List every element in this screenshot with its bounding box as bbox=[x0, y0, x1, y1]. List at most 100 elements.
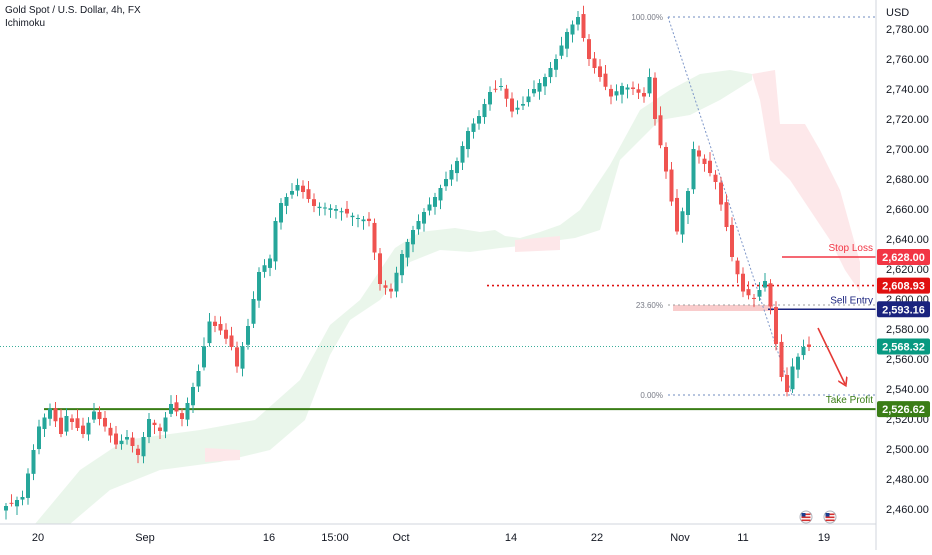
x-tick-label: Sep bbox=[135, 532, 155, 544]
candle bbox=[323, 202, 327, 216]
candle bbox=[75, 409, 80, 432]
candle bbox=[185, 397, 190, 427]
candle bbox=[213, 315, 217, 333]
candle bbox=[576, 11, 580, 31]
price-tag[interactable]: 2,568.32 bbox=[877, 338, 930, 355]
y-tick-label: 2,780.00 bbox=[886, 24, 929, 36]
svg-text:2,593.16: 2,593.16 bbox=[882, 304, 925, 316]
y-tick-label: 2,720.00 bbox=[886, 114, 929, 126]
candle bbox=[411, 225, 415, 253]
candle bbox=[251, 291, 256, 329]
y-tick-label: 2,680.00 bbox=[886, 174, 929, 186]
y-tick-label: 2,660.00 bbox=[886, 204, 929, 216]
candle bbox=[647, 68, 652, 97]
candle bbox=[537, 79, 542, 100]
candle bbox=[108, 422, 113, 443]
fib-level-label: 100.00% bbox=[631, 13, 663, 22]
us-flag-icon[interactable] bbox=[799, 510, 813, 524]
candle bbox=[26, 468, 30, 505]
candle bbox=[592, 52, 597, 74]
candle bbox=[345, 201, 349, 218]
currency-label[interactable]: USD bbox=[886, 7, 909, 19]
candle bbox=[70, 414, 74, 430]
x-tick-label: 14 bbox=[505, 532, 517, 544]
down-arrow-annotation[interactable] bbox=[817, 327, 845, 384]
indicator-label[interactable]: Ichimoku bbox=[5, 18, 46, 29]
candle bbox=[147, 413, 151, 444]
candle bbox=[488, 86, 492, 111]
x-tick-label: Nov bbox=[670, 532, 690, 544]
candle bbox=[752, 294, 756, 308]
candle bbox=[741, 267, 745, 298]
candle bbox=[757, 282, 762, 301]
candle bbox=[240, 341, 245, 377]
candle bbox=[152, 419, 157, 434]
candle bbox=[691, 141, 696, 194]
fib-level-label: 0.00% bbox=[640, 391, 663, 400]
candle bbox=[779, 334, 784, 382]
candle bbox=[438, 184, 443, 210]
candle bbox=[235, 341, 239, 373]
y-tick-label: 2,740.00 bbox=[886, 84, 929, 96]
svg-text:2,568.32: 2,568.32 bbox=[882, 342, 925, 354]
candle bbox=[394, 266, 399, 298]
price-tag[interactable]: 2,526.62 bbox=[877, 401, 930, 418]
candle bbox=[367, 212, 371, 227]
candle bbox=[262, 259, 267, 278]
candle bbox=[114, 425, 118, 449]
candle bbox=[301, 180, 305, 199]
candle bbox=[790, 358, 795, 394]
candle bbox=[229, 326, 234, 351]
candle bbox=[449, 164, 454, 186]
candle bbox=[713, 170, 718, 190]
candle bbox=[515, 100, 520, 115]
candle bbox=[136, 444, 140, 464]
y-tick-label: 2,560.00 bbox=[886, 354, 929, 366]
candle bbox=[686, 187, 690, 224]
candle bbox=[587, 34, 591, 66]
candle bbox=[103, 411, 107, 432]
candle bbox=[207, 312, 212, 347]
candle bbox=[427, 197, 432, 216]
cloud-band-segment bbox=[673, 305, 773, 311]
price-tag[interactable]: 2,608.93 bbox=[877, 277, 930, 294]
ichimoku-cloud-bearish bbox=[752, 70, 860, 292]
candle bbox=[180, 408, 184, 427]
candle bbox=[31, 444, 36, 481]
candle bbox=[796, 353, 800, 379]
candle bbox=[774, 301, 778, 351]
candle bbox=[763, 273, 767, 292]
y-tick-label: 2,500.00 bbox=[886, 444, 929, 456]
candle bbox=[664, 142, 668, 179]
candle bbox=[372, 218, 377, 261]
svg-text:2,628.00: 2,628.00 bbox=[882, 252, 925, 264]
chart-title: Gold Spot / U.S. Dollar, 4h, FX bbox=[5, 5, 141, 16]
candle bbox=[565, 28, 569, 58]
candle bbox=[224, 323, 228, 345]
candle bbox=[746, 281, 751, 300]
candle bbox=[86, 417, 91, 441]
candle bbox=[504, 84, 509, 107]
candle bbox=[130, 432, 135, 453]
candle bbox=[191, 382, 195, 414]
candle bbox=[59, 408, 63, 438]
candle bbox=[4, 503, 8, 520]
candle bbox=[97, 406, 102, 426]
candle bbox=[603, 64, 608, 91]
cloud-band-segment bbox=[515, 236, 560, 252]
candle bbox=[785, 367, 789, 397]
candle bbox=[405, 238, 410, 267]
y-tick-label: 2,460.00 bbox=[886, 504, 929, 516]
candle bbox=[598, 59, 602, 82]
us-flag-icon[interactable] bbox=[823, 510, 837, 524]
candle bbox=[719, 176, 723, 211]
candle bbox=[581, 5, 586, 42]
candle bbox=[455, 157, 459, 182]
price-tag[interactable]: 2,628.00 bbox=[877, 249, 930, 265]
take-profit-label: Take Profit bbox=[826, 395, 873, 406]
price-tag[interactable]: 2,593.16 bbox=[877, 301, 930, 318]
candle bbox=[510, 92, 514, 118]
candle bbox=[708, 152, 712, 177]
